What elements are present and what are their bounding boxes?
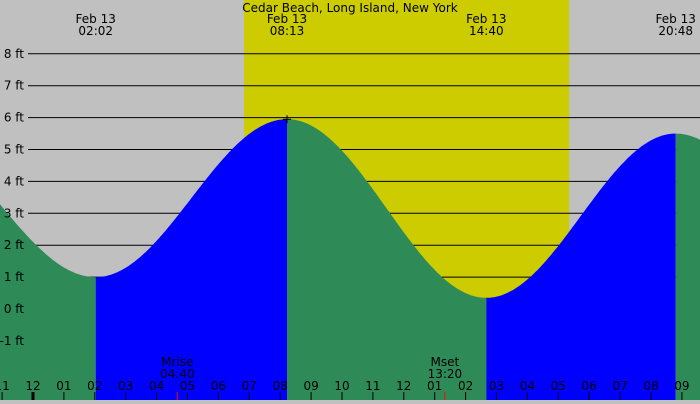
extreme-time-label: 20:48 [658, 24, 693, 38]
extreme-time-label: 14:40 [469, 24, 504, 38]
extreme-time-label: 08:13 [270, 24, 305, 38]
y-tick-label: 4 ft [4, 174, 24, 188]
x-tick-label: 05 [551, 379, 566, 393]
x-tick-label: 02 [87, 379, 102, 393]
x-tick-label: 07 [242, 379, 257, 393]
chart-title: Cedar Beach, Long Island, New York [242, 1, 457, 15]
x-tick-label: 07 [612, 379, 627, 393]
x-tick-label: 01 [427, 379, 442, 393]
y-tick-label: -1 ft [0, 334, 24, 348]
extreme-time-label: 02:02 [78, 24, 113, 38]
y-tick-label: 2 ft [4, 238, 24, 252]
x-tick-label: 12 [25, 379, 40, 393]
x-tick-label: 05 [180, 379, 195, 393]
x-tick-label: 01 [56, 379, 71, 393]
x-tick-label: 12 [396, 379, 411, 393]
moon-event-time: 13:20 [428, 367, 463, 381]
x-tick-label: 06 [582, 379, 597, 393]
falling-tide-area [675, 133, 700, 400]
moon-event-label: Mrise [161, 355, 193, 369]
x-tick-label: 11 [0, 379, 10, 393]
high-tide-marker [282, 115, 291, 124]
x-tick-label: 02 [458, 379, 473, 393]
y-tick-label: 1 ft [4, 270, 24, 284]
x-tick-label: 06 [211, 379, 226, 393]
falling-tide-area [0, 204, 96, 400]
y-tick-label: 6 ft [4, 111, 24, 125]
x-tick-label: 03 [489, 379, 504, 393]
y-tick-label: 0 ft [4, 302, 24, 316]
extreme-date-label: Feb 13 [267, 12, 307, 26]
rising-tide-area [95, 119, 287, 400]
y-tick-label: 5 ft [4, 143, 24, 157]
extreme-date-label: Feb 13 [76, 12, 116, 26]
rising-tide-area [486, 133, 676, 401]
x-tick-label: 03 [118, 379, 133, 393]
extreme-date-label: Feb 13 [656, 12, 696, 26]
falling-tide-area [286, 119, 487, 400]
x-tick-label: 10 [334, 379, 349, 393]
x-tick-label: 09 [674, 379, 689, 393]
x-tick-label: 08 [643, 379, 658, 393]
x-tick-label: 04 [520, 379, 535, 393]
moon-event-label: Mset [431, 355, 460, 369]
x-tick-label: 04 [149, 379, 164, 393]
x-tick-label: 08 [273, 379, 288, 393]
y-tick-label: 8 ft [4, 47, 24, 61]
x-tick-label: 09 [303, 379, 318, 393]
y-tick-label: 3 ft [4, 206, 24, 220]
x-tick-label: 11 [365, 379, 380, 393]
moon-event-time: 04:40 [160, 367, 195, 381]
y-tick-label: 7 ft [4, 79, 24, 93]
extreme-date-label: Feb 13 [466, 12, 506, 26]
